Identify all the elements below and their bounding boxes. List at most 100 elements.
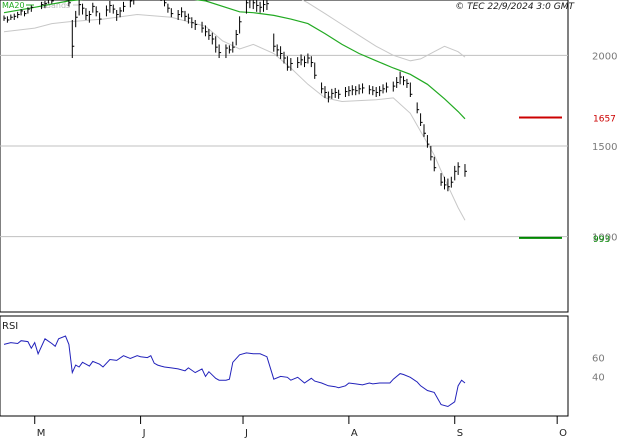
price-bar: [95, 6, 99, 17]
support-level-label: 993: [593, 235, 610, 245]
price-bar: [351, 85, 355, 96]
price-bar: [239, 16, 242, 34]
copyright-timestamp: © TEC 22/9/2024 3:0 GMT: [455, 2, 575, 12]
price-bar: [211, 32, 215, 45]
price-y-axis: 2000 1500 1000: [592, 51, 617, 243]
price-bar: [13, 13, 17, 20]
price-bar: [392, 81, 396, 92]
rsi-panel-title: RSI: [2, 321, 18, 332]
price-bar: [123, 1, 126, 12]
price-bar: [368, 85, 372, 95]
price-bar: [290, 58, 293, 71]
legend-bbands: BBands: [40, 1, 70, 10]
price-bar: [184, 10, 187, 21]
price-tick-label: 1000: [592, 233, 617, 244]
price-bar: [280, 46, 283, 59]
price-bar: [423, 124, 426, 137]
price-bar: [105, 5, 109, 17]
price-bar: [259, 1, 263, 13]
price-bar: [300, 54, 304, 66]
price-bar: [51, 0, 54, 4]
price-bar: [433, 156, 437, 172]
price-bar: [314, 62, 317, 79]
price-bar: [307, 53, 310, 64]
price-bar: [41, 1, 44, 10]
month-tick-label: J: [244, 428, 248, 439]
price-bar: [396, 77, 399, 88]
ma20-layer: [3, 0, 466, 120]
price-bar: [245, 0, 249, 14]
price-bar: [385, 82, 389, 93]
price-bar: [201, 21, 205, 33]
price-bar: [303, 56, 307, 68]
price-bar: [129, 0, 133, 8]
price-bar: [44, 0, 47, 9]
price-levels: 1657 993: [519, 114, 616, 245]
rsi-tick-label: 40: [592, 372, 605, 383]
price-bar: [443, 176, 447, 190]
month-tick-label: O: [559, 428, 567, 439]
price-bar: [403, 76, 406, 86]
price-bar: [355, 86, 358, 96]
ma20-line: [3, 0, 466, 120]
price-bar: [273, 33, 276, 52]
price-bar: [71, 19, 75, 59]
price-bar: [218, 44, 222, 59]
month-tick-label: M: [37, 428, 46, 439]
price-bar: [420, 113, 423, 126]
price-bar: [416, 102, 420, 114]
month-tick-label: A: [351, 428, 358, 439]
bb-lower-line: [3, 13, 466, 221]
bollinger-bands: [3, 0, 466, 221]
price-bar: [20, 9, 24, 16]
price-bar: [331, 88, 334, 99]
price-bar: [430, 145, 433, 161]
price-bar: [454, 165, 457, 181]
rsi-line: [3, 335, 466, 408]
price-tick-label: 2000: [592, 51, 617, 62]
price-bar: [187, 13, 191, 24]
price-bar: [82, 3, 85, 15]
price-tick-label: 1500: [592, 142, 617, 153]
rsi-y-axis: 60 40: [592, 354, 605, 384]
price-bar: [263, 0, 266, 12]
price-bar: [324, 86, 327, 98]
price-bar: [338, 89, 341, 99]
rsi-layer: [3, 335, 466, 408]
price-bar: [109, 0, 112, 13]
price-bar: [215, 36, 218, 53]
price-bar: [310, 56, 314, 68]
price-bar: [170, 8, 174, 18]
price-bar: [283, 51, 286, 64]
price-bar: [116, 10, 119, 21]
price-bar: [208, 29, 211, 40]
price-bar: [266, 0, 269, 10]
price-bar: [167, 3, 170, 13]
price-bar: [406, 78, 409, 88]
price-bar: [23, 10, 27, 17]
price-bar: [440, 173, 444, 186]
price-bar: [47, 0, 49, 4]
price-bars: [3, 0, 467, 192]
price-bar: [133, 0, 135, 5]
price-bar: [92, 2, 95, 13]
price-bar: [447, 178, 450, 192]
price-bar: [85, 8, 88, 20]
price-bar: [344, 87, 348, 97]
price-bar: [249, 0, 252, 9]
price-bar: [235, 29, 239, 46]
price-bar: [256, 0, 259, 12]
price-bar: [6, 16, 10, 23]
rsi-panel-frame: [0, 315, 569, 417]
price-bar: [409, 82, 413, 97]
price-bar: [88, 10, 92, 23]
price-bar: [177, 10, 181, 20]
price-bar: [321, 82, 324, 94]
price-bar: [163, 0, 167, 7]
price-bar: [228, 45, 232, 54]
price-bar: [99, 12, 102, 25]
rsi-tick-label: 60: [592, 354, 605, 365]
price-bar: [181, 7, 184, 18]
